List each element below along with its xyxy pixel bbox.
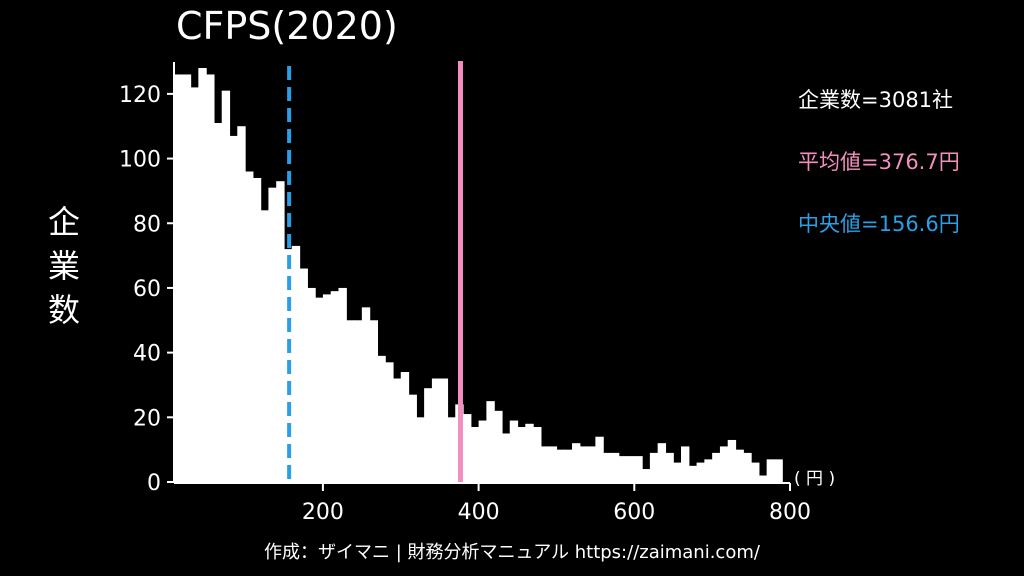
mean-stat: 平均値=376.7円 — [798, 150, 960, 174]
histogram-bar — [478, 420, 487, 482]
histogram-bar — [307, 287, 316, 482]
histogram-bar — [657, 443, 667, 482]
histogram-bar — [447, 417, 456, 482]
histogram-bar — [540, 446, 550, 482]
histogram-bar — [237, 126, 246, 482]
histogram-bar — [564, 449, 573, 482]
histogram-bar — [299, 268, 308, 482]
histogram-bar — [276, 181, 285, 482]
histogram-bar — [229, 135, 238, 482]
histogram-bar — [330, 291, 340, 482]
histogram-bar — [696, 462, 705, 482]
histogram-bar — [408, 394, 417, 482]
histogram-bar — [735, 449, 744, 482]
y-tick-label: 40 — [133, 342, 161, 367]
histogram-bar — [260, 210, 270, 482]
histogram-bar — [743, 452, 752, 482]
histogram-bar — [338, 287, 347, 482]
histogram-bar — [579, 446, 589, 482]
histogram-bar — [618, 456, 628, 482]
histogram-bar — [291, 245, 301, 482]
histogram-bar — [719, 446, 729, 482]
histogram-bar — [704, 459, 713, 482]
histogram-bar — [572, 443, 581, 482]
histogram-bar — [377, 355, 386, 482]
histogram-bar — [626, 456, 635, 482]
histogram-bar — [665, 452, 674, 482]
histogram-bar — [595, 436, 604, 482]
y-axis-label-char: 業 — [47, 247, 80, 285]
histogram-bar — [439, 378, 449, 482]
histogram-bar — [369, 320, 379, 482]
y-tick-label: 60 — [133, 277, 161, 302]
y-axis-label: 企 業 数 — [44, 200, 84, 332]
y-tick-label: 20 — [133, 406, 161, 431]
histogram-bar — [385, 362, 394, 482]
histogram-bar — [182, 74, 192, 482]
histogram-bar — [712, 452, 721, 482]
histogram-bar — [346, 320, 355, 482]
x-tick-label: 600 — [613, 500, 655, 525]
histogram-bar — [245, 171, 254, 482]
company-count-stat: 企業数=3081社 — [798, 88, 954, 112]
histogram-bar — [315, 297, 324, 482]
histogram-bar — [221, 90, 231, 482]
y-tick-label: 120 — [119, 83, 161, 108]
histogram-bar — [424, 388, 433, 482]
histogram-bar — [681, 446, 690, 482]
footer-credit: 作成：ザイマニ | 財務分析マニュアル https://zaimani.com/ — [264, 542, 760, 563]
histogram-bar — [766, 459, 776, 482]
histogram-bar — [688, 465, 698, 482]
histogram-bar — [494, 410, 503, 482]
histogram-bar — [175, 74, 184, 482]
histogram-bar — [649, 452, 659, 482]
histogram-bar — [198, 68, 207, 482]
y-axis-label-char: 企 — [47, 203, 80, 241]
histogram-bar — [463, 414, 472, 482]
median-stat: 中央値=156.6円 — [798, 212, 960, 236]
histogram-bar — [486, 401, 495, 482]
histogram-bar — [431, 378, 441, 482]
histogram-bar — [354, 320, 363, 482]
y-axis-label-char: 数 — [47, 291, 80, 329]
chart-title: CFPS(2020) — [176, 4, 398, 48]
histogram-bar — [758, 475, 768, 482]
histogram-bar — [727, 439, 737, 482]
x-axis-unit: ( 円 ) — [794, 469, 836, 489]
histogram-bar — [206, 74, 215, 482]
histogram-bar — [517, 427, 526, 482]
histogram-bar — [213, 122, 223, 482]
histogram-bar — [587, 446, 596, 482]
histogram-bar — [673, 462, 682, 482]
histogram-bar — [548, 446, 558, 482]
histogram-bar — [556, 449, 565, 482]
histogram-bar — [190, 87, 199, 482]
histogram-bar — [501, 433, 511, 482]
y-tick-label: 100 — [119, 148, 161, 173]
histogram-bar — [525, 423, 534, 482]
y-tick-label: 80 — [133, 212, 161, 237]
histogram-bar — [603, 452, 612, 482]
histogram-bar — [252, 177, 262, 482]
histogram-bar — [751, 462, 760, 482]
histogram-bar — [416, 417, 425, 482]
histogram-bar — [322, 294, 332, 482]
x-tick-label: 800 — [769, 500, 811, 525]
y-tick-label: 0 — [147, 471, 161, 496]
histogram-bar — [533, 427, 542, 482]
histogram-bar — [774, 459, 783, 482]
histogram-bar — [392, 378, 402, 482]
histogram-bar — [268, 187, 277, 482]
x-tick-label: 400 — [458, 500, 500, 525]
histogram-bar — [642, 469, 651, 482]
histogram-bar — [610, 452, 620, 482]
histogram-bar — [634, 456, 643, 482]
histogram-bar — [361, 307, 371, 482]
histogram-bar — [509, 420, 519, 482]
histogram-bar — [400, 372, 410, 482]
x-tick-label: 200 — [302, 500, 344, 525]
histogram-bar — [470, 427, 480, 482]
